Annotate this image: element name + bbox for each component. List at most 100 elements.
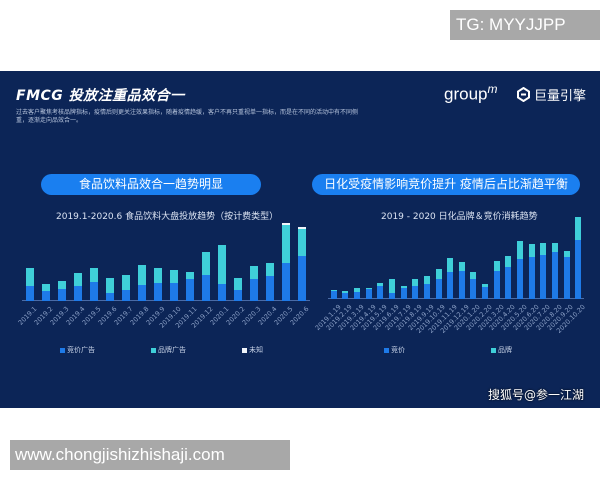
bar-2020.10.20: [575, 217, 582, 299]
bar-segment: [250, 279, 258, 301]
bar-segment: [482, 287, 489, 299]
bar-segment: [493, 261, 500, 271]
brand-swatch-icon: [151, 347, 156, 353]
bar-2019.4.19: [365, 288, 372, 299]
x-axis-line: [22, 300, 310, 301]
bar-2020.7.20: [540, 243, 547, 299]
bar-2019.3: [58, 281, 66, 301]
juliang-logo: 巨量引擎: [516, 85, 586, 104]
bar-segment: [154, 283, 162, 301]
bar-2020.3: [250, 266, 258, 301]
brand-swatch-icon: [491, 347, 496, 353]
bar-segment: [389, 279, 395, 293]
legend-item-unknown: 未知: [242, 345, 263, 355]
bar-segment: [298, 229, 306, 256]
bar-2020.4.20: [505, 256, 512, 299]
bar-2020.2: [234, 278, 242, 301]
bar-segment: [58, 281, 66, 289]
groupm-logo-text: group: [444, 84, 488, 104]
bar-segment: [505, 267, 512, 299]
groupm-logo-sup: m: [487, 82, 498, 96]
bar-2020.1: [218, 245, 226, 301]
bar-segment: [58, 289, 66, 301]
bar-segment: [365, 289, 372, 299]
bar-segment: [42, 284, 50, 291]
bar-segment: [218, 245, 226, 284]
bar-segment: [26, 268, 34, 286]
slide: FMCG 投放注重品效合一 过去客户聚焦考核品牌指标，疫情后则更关注效果指标，随…: [0, 71, 600, 408]
daily-chart-title: 2019 - 2020 日化品牌＆竞价消耗趋势: [381, 212, 538, 222]
bar-segment: [330, 291, 337, 299]
bar-2020.8.20: [551, 243, 558, 299]
x-axis-line: [328, 298, 584, 299]
legend-label: 竞价: [391, 346, 405, 354]
bar-2019.6.19: [389, 279, 395, 299]
legend-item-brand: 品牌广告: [151, 345, 186, 355]
watermark-top: TG: MYYJJPP: [450, 10, 600, 40]
bar-2019.10: [170, 270, 178, 301]
bar-segment: [74, 286, 82, 301]
bar-segment: [298, 227, 306, 229]
bar-segment: [563, 257, 570, 299]
bar-segment: [528, 244, 535, 257]
bar-segment: [435, 269, 442, 279]
legend-label: 品牌: [498, 346, 512, 354]
bar-segment: [90, 268, 98, 282]
bar-segment: [458, 271, 465, 299]
bar-segment: [234, 278, 242, 290]
bar-segment: [186, 279, 194, 301]
bar-segment: [470, 272, 477, 279]
sohu-watermark: 搜狐号@参一江湖: [488, 388, 585, 402]
bar-2020.1.20: [470, 272, 477, 299]
bar-segment: [218, 284, 226, 301]
bar-2019.12: [202, 252, 210, 301]
bar-segment: [412, 279, 419, 286]
bar-2019.1: [26, 268, 34, 301]
slide-description: 过去客户聚焦考核品牌指标，疫情后则更关注效果指标，随着疫情趋缓，客户不再只重视单…: [16, 109, 359, 124]
bar-2019.8: [138, 265, 146, 301]
bar-2019.7.19: [400, 286, 407, 299]
groupm-logo: groupm: [444, 82, 497, 105]
bar-segment: [423, 276, 430, 284]
bar-segment: [551, 252, 558, 299]
bar-segment: [377, 286, 384, 299]
bar-2019.3.19: [354, 288, 361, 299]
bar-segment: [186, 272, 194, 279]
bar-2019.1.19: [330, 290, 337, 299]
bar-segment: [517, 259, 523, 299]
bar-segment: [138, 285, 146, 301]
bar-segment: [170, 270, 178, 283]
bar-segment: [250, 266, 258, 279]
bar-segment: [266, 276, 274, 301]
bar-segment: [575, 240, 582, 299]
bar-segment: [122, 275, 130, 290]
food-bar-chart: 2019.1 2019.2 2019.3 2019.4 2019.5 2019.6 2019…: [17, 221, 311, 330]
bar-2020.3.20: [493, 261, 500, 299]
bid-swatch-icon: [384, 347, 389, 353]
bar-segment: [528, 257, 535, 299]
bar-2019.4: [74, 273, 82, 301]
juliang-logo-text: 巨量引擎: [534, 89, 587, 104]
bar-segment: [106, 278, 114, 293]
bar-segment: [470, 279, 477, 299]
bar-segment: [377, 283, 384, 286]
headline-daily-pill: 日化受疫情影响竞价提升 疫情后占比渐趋平衡: [312, 174, 580, 195]
bar-2019.5.19: [377, 283, 384, 299]
bar-segment: [551, 243, 558, 252]
bar-segment: [202, 252, 210, 275]
bar-2019.9: [154, 268, 162, 301]
bar-segment: [342, 293, 349, 299]
bar-2019.11: [186, 272, 194, 301]
food-chart-legend: 竞价广告 品牌广告 未知: [60, 345, 263, 355]
bar-segment: [282, 223, 290, 225]
bar-2020.9.20: [563, 251, 570, 299]
bar-2020.2.20: [482, 284, 489, 299]
bid-swatch-icon: [60, 347, 65, 353]
bar-2019.2: [42, 284, 50, 301]
bar-2019.12.19: [458, 262, 465, 299]
bar-segment: [435, 279, 442, 299]
bar-segment: [170, 283, 178, 301]
bar-segment: [266, 263, 274, 276]
legend-label: 竞价广告: [67, 346, 95, 354]
bar-segment: [447, 258, 454, 272]
